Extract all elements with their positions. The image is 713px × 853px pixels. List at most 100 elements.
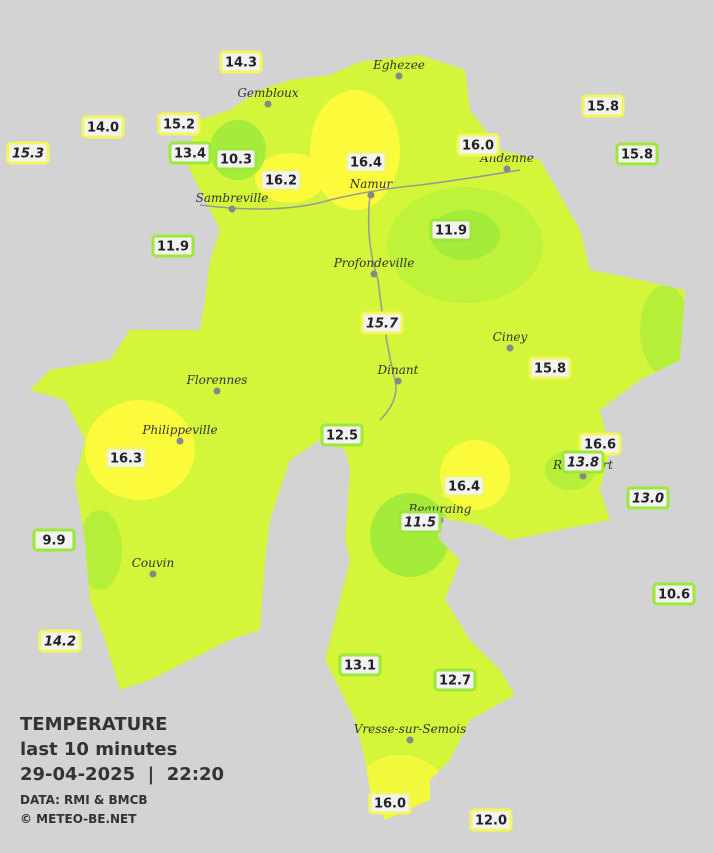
station-box [6, 141, 50, 165]
town-label: Florennes [186, 373, 248, 387]
station-value: 13.0 [632, 492, 664, 507]
station-value: 9.9 [42, 534, 65, 549]
station-box [429, 218, 473, 242]
station-value: 13.4 [174, 147, 206, 162]
town-dot [579, 472, 587, 480]
station-box [214, 147, 258, 171]
station-box [615, 142, 659, 166]
station-box [344, 150, 388, 174]
town-dot [394, 377, 402, 385]
station-value: 10.3 [220, 153, 252, 168]
legend: TEMPERATURE last 10 minutes 29-04-2025 |… [20, 714, 224, 826]
station: 12.5 [320, 423, 364, 447]
station-value: 11.9 [157, 240, 189, 255]
town-label: Eghezee [372, 58, 425, 72]
station: 10.3 [214, 147, 258, 171]
station: 13.4 [168, 141, 212, 165]
station-value: 14.0 [87, 121, 119, 136]
town-label: Philippeville [141, 423, 217, 437]
station: 10.6 [652, 582, 696, 606]
source: DATA: RMI & BMCB [20, 793, 148, 807]
station: 16.0 [456, 133, 500, 157]
town-label: Vresse-sur-Semois [354, 722, 467, 736]
station-value: 16.6 [584, 438, 616, 453]
station: 14.3 [219, 50, 263, 74]
station-value: 15.8 [587, 100, 619, 115]
town-label: Profondeville [333, 256, 415, 270]
town: Namur [349, 177, 394, 199]
station-box [157, 112, 201, 136]
station: 15.8 [615, 142, 659, 166]
station-value: 16.3 [110, 452, 142, 467]
title: TEMPERATURE [20, 714, 167, 735]
town-dot [406, 736, 414, 744]
town-dot [228, 205, 236, 213]
station-box [168, 141, 212, 165]
station: 15.2 [157, 112, 201, 136]
station-value: 15.8 [534, 362, 566, 377]
town: Ciney [493, 330, 528, 352]
station-value: 15.8 [621, 148, 653, 163]
station: 14.2 [38, 629, 82, 653]
station-box [259, 168, 303, 192]
station: 16.2 [259, 168, 303, 192]
station: 15.8 [581, 94, 625, 118]
station-box [320, 423, 364, 447]
station-box [360, 311, 404, 335]
station-value: 15.3 [12, 147, 44, 162]
station-box [32, 528, 76, 552]
timestamp: 29-04-2025 | 22:20 [20, 764, 224, 785]
station: 13.8 [561, 450, 605, 474]
station: 9.9 [32, 528, 76, 552]
station: 15.3 [6, 141, 50, 165]
town-dot [503, 165, 511, 173]
town: Dinant [377, 363, 419, 385]
station: 11.5 [398, 510, 442, 534]
station-box [368, 791, 412, 815]
station: 13.1 [338, 653, 382, 677]
station-box [38, 629, 82, 653]
station: 16.4 [344, 150, 388, 174]
town-dot [176, 437, 184, 445]
station: 11.9 [151, 234, 195, 258]
town-label: Gembloux [237, 86, 299, 100]
station: 14.0 [81, 115, 125, 139]
town-label: Couvin [132, 556, 174, 570]
station: 16.4 [442, 474, 486, 498]
town-dot [264, 100, 272, 108]
station: 16.6 [578, 432, 622, 456]
station: 16.0 [368, 791, 412, 815]
town-dot [506, 344, 514, 352]
town: Eghezee [372, 58, 425, 80]
station-value: 12.7 [439, 674, 471, 689]
station-box [528, 356, 572, 380]
town: Sambreville [196, 191, 268, 213]
station-value: 12.5 [326, 429, 358, 444]
station-value: 16.0 [462, 139, 494, 154]
station: 15.8 [528, 356, 572, 380]
station-box [433, 668, 477, 692]
station-value: 15.7 [366, 317, 399, 332]
station-box [219, 50, 263, 74]
town-label: Namur [349, 177, 394, 191]
town: Couvin [132, 556, 174, 578]
station-value: 11.5 [404, 516, 436, 531]
town: Vresse-sur-Semois [354, 722, 467, 744]
station-box [338, 653, 382, 677]
station: 15.7 [360, 311, 404, 335]
station-box [151, 234, 195, 258]
town: Florennes [186, 373, 248, 395]
station-box [104, 446, 148, 470]
station-value: 11.9 [435, 224, 467, 239]
station-value: 12.0 [475, 814, 507, 829]
town: Gembloux [237, 86, 299, 108]
town-dot [149, 570, 157, 578]
station-value: 16.4 [448, 480, 480, 495]
station-box [398, 510, 442, 534]
town-dot [213, 387, 221, 395]
station-value: 13.1 [344, 659, 376, 674]
station-value: 16.0 [374, 797, 406, 812]
town-dot [370, 270, 378, 278]
station: 13.0 [626, 486, 670, 510]
